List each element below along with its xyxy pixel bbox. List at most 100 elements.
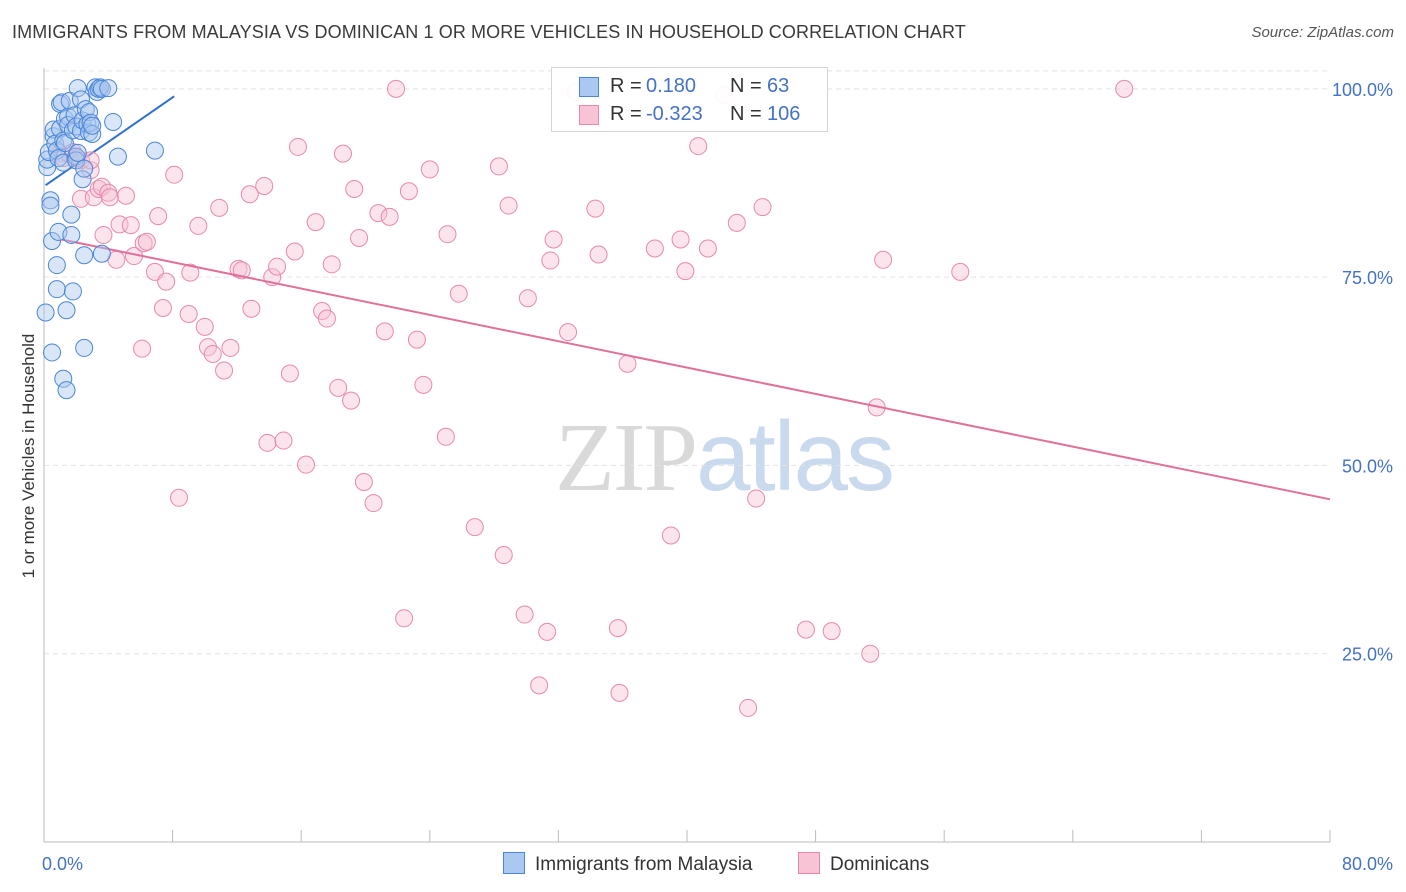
watermark: ZIPatlas xyxy=(555,400,895,514)
point-malaysia xyxy=(76,100,95,119)
legend-item-dominicans[interactable]: Dominicans xyxy=(798,852,929,878)
r-label: R = xyxy=(610,75,642,97)
point-dominican xyxy=(133,339,152,358)
point-malaysia xyxy=(54,369,73,388)
x-tick-label: 80.0% xyxy=(1342,854,1393,874)
legend-label-dominicans: Dominicans xyxy=(830,854,930,875)
point-dominican xyxy=(229,259,248,278)
point-dominican xyxy=(116,186,135,205)
point-dominican xyxy=(350,228,369,247)
point-dominican xyxy=(268,257,287,276)
point-dominican xyxy=(618,354,637,373)
point-malaysia xyxy=(36,303,55,322)
source-label: Source: ZipAtlas.com xyxy=(1251,24,1394,41)
malaysia-swatch xyxy=(503,852,525,874)
point-dominican xyxy=(242,299,261,318)
trend-dominicans xyxy=(61,238,1331,501)
point-dominican xyxy=(1115,79,1134,98)
point-dominican xyxy=(407,330,426,349)
point-malaysia xyxy=(47,280,66,299)
point-dominican xyxy=(874,250,893,269)
point-dominican xyxy=(195,317,214,336)
point-dominican xyxy=(354,472,373,491)
point-dominican xyxy=(753,198,772,217)
point-malaysia xyxy=(81,113,100,132)
point-dominican xyxy=(645,239,664,258)
point-dominican xyxy=(727,213,746,232)
point-dominican xyxy=(215,361,234,380)
point-dominican xyxy=(671,230,690,249)
point-dominican xyxy=(589,245,608,264)
point-malaysia xyxy=(75,246,94,265)
point-dominican xyxy=(181,263,200,282)
point-dominican xyxy=(240,185,259,204)
point-dominican xyxy=(342,391,361,410)
point-dominican xyxy=(375,322,394,341)
dominicans-swatch xyxy=(798,852,820,874)
point-dominican xyxy=(796,620,815,639)
point-dominican xyxy=(317,309,336,328)
point-dominican xyxy=(436,427,455,446)
point-dominican xyxy=(280,364,299,383)
y-tick-label: 100.0% xyxy=(1332,80,1393,100)
point-dominican xyxy=(94,225,113,244)
point-dominican xyxy=(165,165,184,184)
point-malaysia xyxy=(71,90,90,109)
trendline-dominicans xyxy=(61,238,1331,501)
point-malaysia xyxy=(44,127,63,146)
point-dominican xyxy=(137,232,156,251)
point-dominican xyxy=(71,189,90,208)
points-malaysia xyxy=(36,78,164,400)
watermark-zip: ZIP xyxy=(555,404,698,512)
point-malaysia xyxy=(99,79,118,98)
point-malaysia xyxy=(62,205,81,224)
chart-title: IMMIGRANTS FROM MALAYSIA VS DOMINICAN 1 … xyxy=(12,22,966,42)
y-tick-label: 50.0% xyxy=(1342,456,1393,476)
point-malaysia xyxy=(62,225,81,244)
watermark-atlas: atlas xyxy=(696,401,895,511)
point-dominican xyxy=(157,272,176,291)
point-dominican xyxy=(210,198,229,217)
point-dominican xyxy=(449,284,468,303)
point-dominican xyxy=(420,160,439,179)
point-dominican xyxy=(739,698,758,717)
dominicans-swatch xyxy=(579,105,599,125)
points-dominicans xyxy=(51,79,1134,717)
point-dominican xyxy=(747,489,766,508)
point-dominican xyxy=(285,242,304,261)
point-malaysia xyxy=(145,141,164,160)
point-malaysia xyxy=(60,91,79,110)
point-dominican xyxy=(515,605,534,624)
point-dominican xyxy=(414,375,433,394)
point-malaysia xyxy=(108,147,127,166)
point-dominican xyxy=(499,196,518,215)
point-dominican xyxy=(541,251,560,270)
n-label: N = xyxy=(730,75,762,97)
y-tick-label: 25.0% xyxy=(1342,645,1393,665)
point-dominican xyxy=(329,378,348,397)
r-value: -0.323 xyxy=(646,103,703,125)
point-dominican xyxy=(465,518,484,537)
point-dominican xyxy=(399,182,418,201)
point-dominican xyxy=(586,199,605,218)
malaysia-swatch xyxy=(579,77,599,97)
r-value: 0.180 xyxy=(646,75,697,97)
point-dominican xyxy=(333,144,352,163)
legend-item-malaysia[interactable]: Immigrants from Malaysia xyxy=(503,852,753,878)
point-dominican xyxy=(149,207,168,226)
point-malaysia xyxy=(104,112,123,131)
point-dominican xyxy=(189,216,208,235)
point-dominican xyxy=(274,431,293,450)
point-dominican xyxy=(297,455,316,474)
y-tick-label: 75.0% xyxy=(1342,268,1393,288)
point-malaysia xyxy=(43,343,62,362)
point-malaysia xyxy=(43,231,62,250)
point-dominican xyxy=(380,207,399,226)
point-dominican xyxy=(288,137,307,156)
n-value: 63 xyxy=(767,75,790,97)
point-malaysia xyxy=(63,282,82,301)
point-dominican xyxy=(369,204,388,223)
point-malaysia xyxy=(68,143,87,162)
point-dominican xyxy=(306,213,325,232)
